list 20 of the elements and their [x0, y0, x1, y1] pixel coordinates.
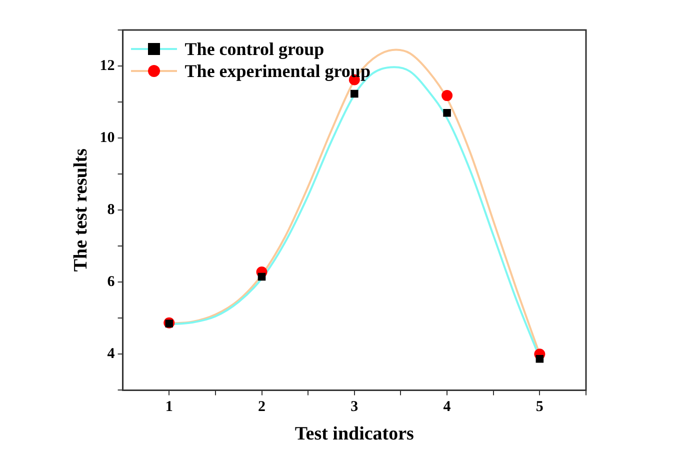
- x-tick-label: 3: [350, 399, 358, 416]
- x-tick-label: 4: [443, 399, 452, 416]
- y-tick-label: 4: [107, 346, 116, 362]
- y-tick-label: 6: [107, 274, 116, 290]
- point: [258, 272, 266, 281]
- x-tick-label: 2: [258, 399, 266, 416]
- y-axis-title: The test results: [70, 148, 92, 272]
- point: [442, 90, 453, 102]
- point: [536, 354, 544, 363]
- y-tick-label: 10: [100, 130, 115, 146]
- y-tick-label: 12: [100, 58, 115, 74]
- point: [443, 108, 451, 117]
- point: [350, 90, 358, 98]
- x-axis-title: Test indicators: [294, 424, 414, 445]
- x-tick-label: 1: [165, 399, 173, 416]
- legend-label: The control group: [184, 38, 324, 60]
- legend-label: The experimental group: [184, 60, 370, 82]
- x-tick-label: 5: [536, 399, 544, 416]
- point: [165, 320, 174, 328]
- y-tick-label: 8: [107, 202, 115, 218]
